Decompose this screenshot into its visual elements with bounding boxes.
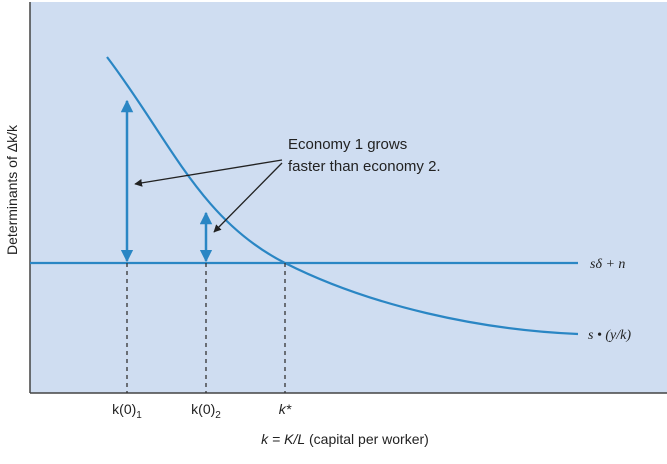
horizontal-line-label: sδ + n — [590, 257, 625, 272]
plot-area — [30, 2, 667, 393]
pointer-arrow-economy-2 — [213, 162, 283, 233]
annotation-line-2: faster than economy 2. — [288, 158, 441, 175]
curve-label: s • (y/k) — [588, 328, 631, 343]
tick-label-kstar: k* — [279, 401, 292, 417]
tick-label-k0-1: k(0)1 — [112, 401, 142, 421]
y-axis-label: Determinants of Δk/k — [4, 124, 20, 255]
x-axis-label: k = K/L (capital per worker) — [261, 431, 429, 447]
tick-label-k0-2: k(0)2 — [191, 401, 221, 421]
pointer-arrow-economy-1 — [134, 159, 283, 187]
annotation-line-1: Economy 1 grows — [288, 136, 407, 153]
